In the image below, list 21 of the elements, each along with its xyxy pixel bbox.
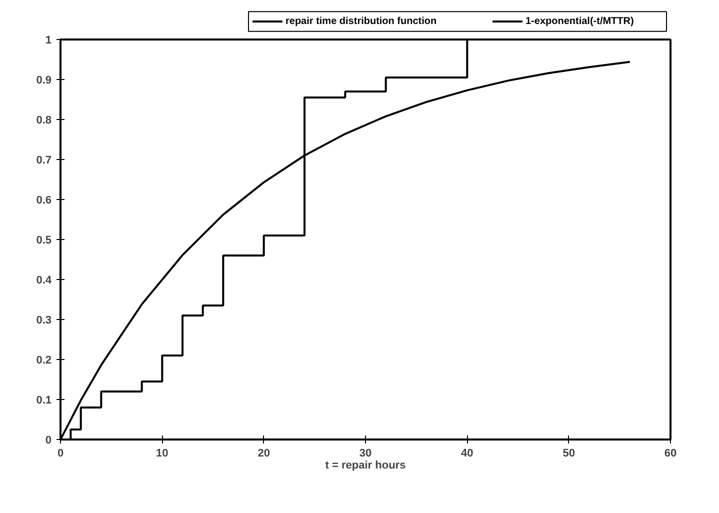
y-tick-label: 0.5 <box>36 234 52 246</box>
y-tick-label: 1 <box>45 34 52 46</box>
x-tick-label: 0 <box>57 448 64 460</box>
y-tick-label: 0.6 <box>36 194 52 206</box>
legend-label: 1-exponential(-t/MTTR) <box>526 16 634 27</box>
y-tick-label: 0.4 <box>36 274 52 286</box>
x-tick-label: 30 <box>359 448 372 460</box>
y-tick-label: 0.1 <box>36 394 52 406</box>
x-tick-label: 60 <box>664 448 677 460</box>
y-tick-label: 0.3 <box>36 314 52 326</box>
y-tick-label: 0.2 <box>36 354 52 366</box>
y-tick-label: 0.9 <box>36 74 52 86</box>
y-tick-label: 0.7 <box>36 154 52 166</box>
x-tick-label: 50 <box>562 448 575 460</box>
x-tick-label: 40 <box>461 448 474 460</box>
x-tick-label: 20 <box>258 448 270 460</box>
x-axis-title: t = repair hours <box>325 460 406 472</box>
y-tick-label: 0.8 <box>36 114 52 126</box>
x-tick-label: 10 <box>156 448 168 460</box>
legend-label: repair time distribution function <box>286 16 437 27</box>
y-tick-label: 0 <box>45 434 52 446</box>
